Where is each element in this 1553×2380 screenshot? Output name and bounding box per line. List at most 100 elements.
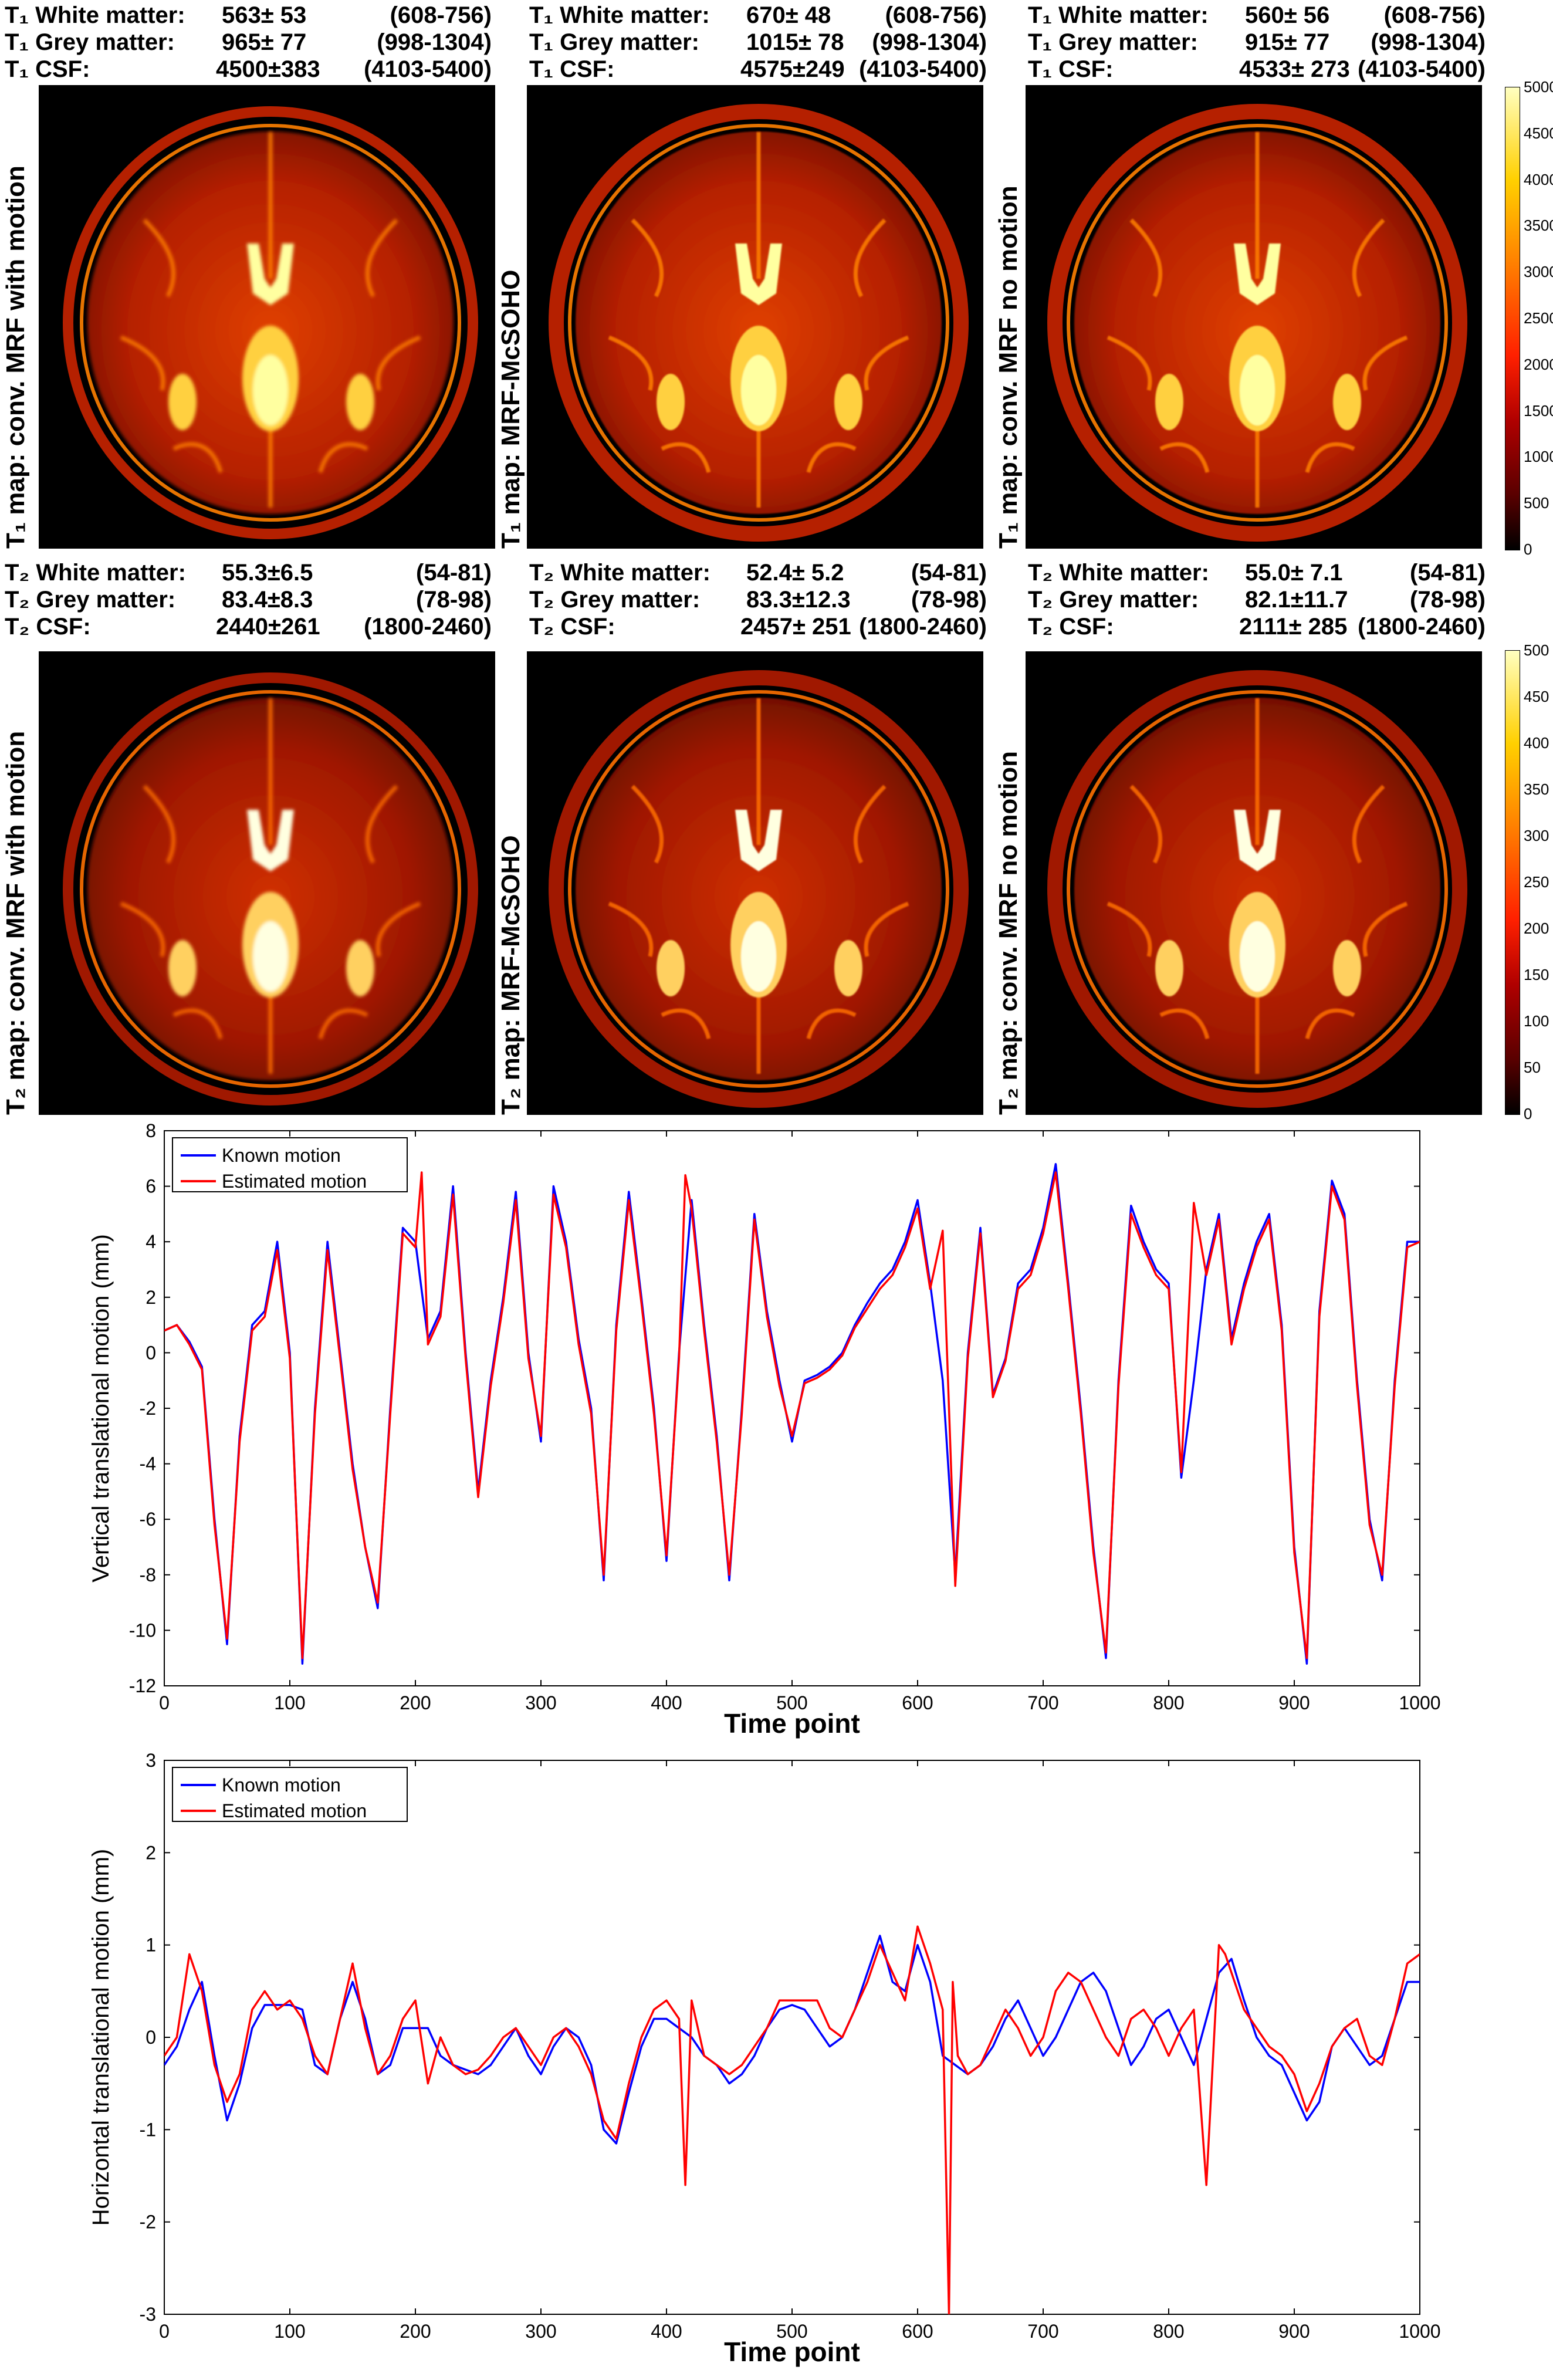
stat-label: T₂ White matter: <box>1028 560 1209 586</box>
y-tick-label: 2 <box>146 1287 156 1308</box>
x-tick-label: 200 <box>400 1692 431 1713</box>
stat-value: 4533± 273 <box>1239 56 1350 82</box>
stat-range: (608-756) <box>1383 2 1486 28</box>
colorbar <box>1505 650 1520 1115</box>
stat-label: T₁ White matter: <box>1028 2 1209 28</box>
stat-row: T₂ Grey matter: 83.3±12.3 (78-98) <box>529 586 987 614</box>
x-tick-label: 400 <box>651 1692 682 1713</box>
t2-map-conv-mrf-no-motion <box>1026 651 1482 1115</box>
colorbar-tick-label: 300 <box>1524 827 1549 844</box>
colorbar-tick-label: 350 <box>1524 780 1549 798</box>
y-tick-label: -8 <box>140 1564 156 1585</box>
stat-range: (54-81) <box>416 560 492 586</box>
stat-row: T₁ White matter: 670± 48 (608-756) <box>529 1 987 29</box>
x-tick-label: 0 <box>159 2321 170 2342</box>
colorbar-tick-label: 400 <box>1524 734 1549 752</box>
stat-row: T₁ Grey matter: 1015± 78 (998-1304) <box>529 28 987 56</box>
x-tick-label: 800 <box>1153 1692 1184 1713</box>
y-tick-label: 0 <box>146 2027 156 2048</box>
stat-label: T₁ White matter: <box>5 2 185 28</box>
x-tick-label: 400 <box>651 2321 682 2342</box>
x-axis-label: Time point <box>724 1708 860 1739</box>
vertical-motion-chart: 0 100 200 300 400 500 600 700 800 900 1000 8 6 4 2 0 -2 -… <box>88 1120 1441 1739</box>
stat-row: T₁ CSF: 4575±249 (4103-5400) <box>529 55 987 83</box>
stat-label: T₂ CSF: <box>1028 614 1114 640</box>
stat-value: 563± 53 <box>222 2 307 28</box>
colorbar-tick-label: 2500 <box>1524 309 1553 327</box>
x-tick-label: 800 <box>1153 2321 1184 2342</box>
y-tick-label: -12 <box>129 1675 156 1696</box>
stat-value: 55.0± 7.1 <box>1245 560 1343 586</box>
stat-value: 2111± 285 <box>1239 614 1348 640</box>
stat-label: T₁ Grey matter: <box>1028 29 1198 55</box>
plot-area <box>164 1130 1420 1686</box>
stat-value: 2457± 251 <box>740 614 851 640</box>
legend-entry: Known motion <box>222 1774 341 1796</box>
x-tick-label: 700 <box>1027 1692 1058 1713</box>
stat-label: T₁ CSF: <box>5 56 90 82</box>
y-tick-label: 4 <box>146 1231 156 1252</box>
legend: Known motion Estimated motion <box>172 1137 408 1192</box>
colorbar-tick-label: 250 <box>1524 873 1549 891</box>
stat-range: (998-1304) <box>872 29 987 55</box>
colorbar-tick-label: 100 <box>1524 1012 1549 1030</box>
colorbar-tick-label: 3500 <box>1524 217 1553 235</box>
stat-range: (1800-2460) <box>859 614 987 640</box>
stat-value: 965± 77 <box>222 29 307 55</box>
stat-row: T₂ White matter: 55.3±6.5 (54-81) <box>5 559 492 587</box>
y-tick-label: -3 <box>140 2304 156 2325</box>
stat-range: (608-756) <box>885 2 987 28</box>
x-tick-label: 600 <box>902 1692 933 1713</box>
stat-label: T₂ Grey matter: <box>1028 587 1199 613</box>
stat-range: (1800-2460) <box>364 614 492 640</box>
stat-value: 2440±261 <box>216 614 320 640</box>
colorbar-tick-label: 0 <box>1524 540 1532 558</box>
stat-range: (78-98) <box>416 587 492 613</box>
colorbar-tick-label: 4500 <box>1524 124 1553 142</box>
x-tick-label: 1000 <box>1399 1692 1440 1713</box>
series-line-estimated <box>164 1171 1420 1659</box>
stat-row: T₂ CSF: 2457± 251 (1800-2460) <box>529 613 987 641</box>
stat-range: (1800-2460) <box>1358 614 1486 640</box>
y-tick-label: 1 <box>146 1935 156 1956</box>
stat-range: (4103-5400) <box>1358 56 1486 82</box>
stat-row: T₁ White matter: 563± 53 (608-756) <box>5 1 492 29</box>
x-tick-label: 500 <box>776 1692 807 1713</box>
stat-label: T₁ White matter: <box>529 2 710 28</box>
stat-range: (998-1304) <box>377 29 492 55</box>
x-tick-label: 900 <box>1278 1692 1310 1713</box>
colorbar-tick-label: 200 <box>1524 919 1549 937</box>
stat-value: 83.3±12.3 <box>746 587 851 613</box>
stat-range: (54-81) <box>911 560 987 586</box>
stat-value: 4500±383 <box>216 56 320 82</box>
stat-row: T₂ Grey matter: 82.1±11.7 (78-98) <box>1028 586 1486 614</box>
panel-label-t1-with-motion: T₁ map: conv. MRF with motion <box>1 165 30 549</box>
t2-map-mrf-mcsoho <box>527 651 983 1115</box>
y-tick-label: 8 <box>146 1120 156 1141</box>
stat-value: 670± 48 <box>746 2 831 28</box>
panel-label-t2-mcsoho: T₂ map: MRF-McSOHO <box>496 835 525 1115</box>
stat-value: 52.4± 5.2 <box>746 560 844 586</box>
x-tick-label: 100 <box>274 1692 305 1713</box>
stat-range: (998-1304) <box>1371 29 1486 55</box>
colorbar-tick-label: 50 <box>1524 1059 1541 1076</box>
stat-row: T₁ CSF: 4500±383 (4103-5400) <box>5 55 492 83</box>
legend-entry: Estimated motion <box>222 1171 367 1192</box>
panel-label-t1-mcsoho: T₁ map: MRF-McSOHO <box>496 269 525 549</box>
y-tick-label: 3 <box>146 1750 156 1771</box>
plot-area <box>164 1760 1420 2315</box>
panel-label-t2-no-motion: T₂ map: conv. MRF no motion <box>994 750 1023 1115</box>
legend-entry: Estimated motion <box>222 1800 367 1821</box>
stat-label: T₂ CSF: <box>5 614 91 640</box>
x-tick-label: 200 <box>400 2321 431 2342</box>
x-tick-label: 900 <box>1278 2321 1310 2342</box>
y-tick-label: 0 <box>146 1342 156 1363</box>
colorbar-tick-label: 3000 <box>1524 263 1553 281</box>
x-tick-label: 100 <box>274 2321 305 2342</box>
stat-range: (78-98) <box>911 587 987 613</box>
x-axis-label: Time point <box>724 2337 860 2367</box>
colorbar-tick-label: 500 <box>1524 494 1549 512</box>
stat-range: (4103-5400) <box>364 56 492 82</box>
stat-label: T₂ Grey matter: <box>5 587 176 613</box>
colorbar <box>1505 87 1520 550</box>
